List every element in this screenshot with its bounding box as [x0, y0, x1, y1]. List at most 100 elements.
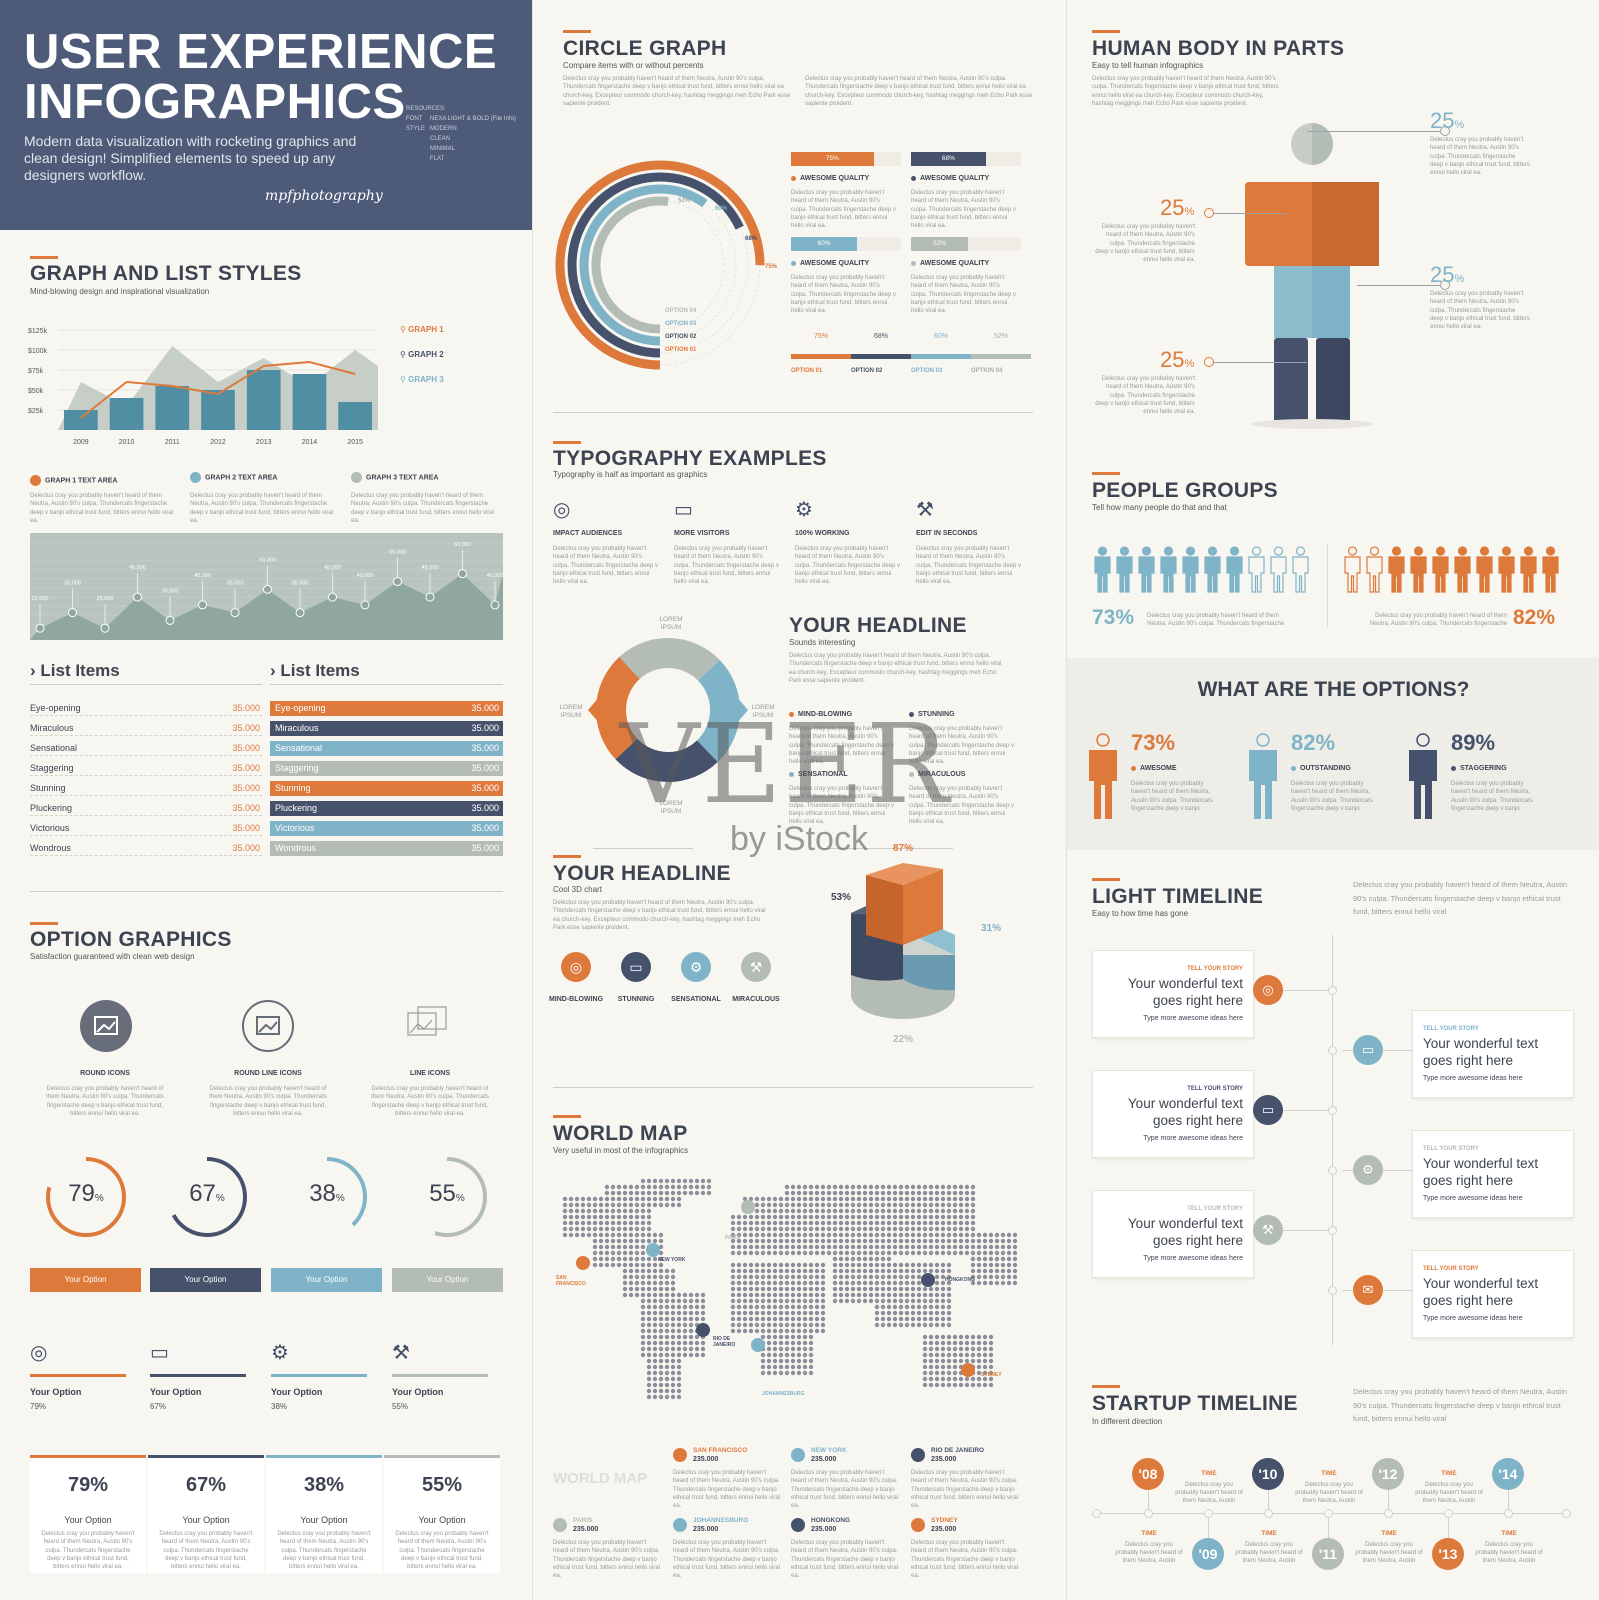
progress-ring [46, 1157, 126, 1237]
x-tick-label: 2015 [347, 439, 363, 446]
y-tick-label: $25k [28, 408, 44, 415]
area-chart: 25,000 35,000 25,000 45,000 30,000 40,000 35,0… [30, 533, 503, 640]
quality-title-text: AWESOME QUALITY [920, 175, 990, 182]
data-point [230, 608, 240, 618]
ring-suffix: % [94, 1193, 104, 1204]
hero-title-line2: INFOGRAPHICS [24, 75, 406, 129]
segment-value: 68% [873, 333, 888, 340]
list-bar-item: Pluckering 35.000 [270, 801, 503, 816]
city-dot [911, 1448, 925, 1462]
option-underline [30, 1374, 126, 1377]
city-marker [921, 1273, 935, 1287]
list-item-value: 35.000 [232, 803, 260, 813]
city-name: SAN FRANCISCO [693, 1447, 748, 1454]
startup-year: '14 [1492, 1458, 1524, 1490]
x-tick-label: 2009 [73, 439, 89, 446]
headline-bullet-desc: Delectus cray you probably haven't heard… [909, 786, 1014, 826]
option-desc: Delectus cray you probably haven't heard… [1451, 781, 1533, 812]
list-item: Pluckering 35.000 [30, 801, 262, 816]
options-title: WHAT ARE THE OPTIONS? [1197, 678, 1470, 701]
map-city-label: NEW YORK [658, 1257, 686, 1263]
list-item-label: Pluckering [30, 803, 73, 813]
list-item-value: 35.000 [471, 823, 499, 833]
headline2-title: YOUR HEADLINE [553, 862, 731, 885]
quality-bar-fill: 68% [911, 152, 986, 166]
city-name: HONGKONG [811, 1517, 850, 1524]
typography-item-title: 100% WORKING [795, 530, 850, 537]
option-name: OUTSTANDING [1291, 765, 1351, 772]
map-city-label: HONGKONG [945, 1277, 975, 1283]
callout-line [1357, 285, 1440, 286]
data-point [263, 584, 272, 594]
startup-node [1444, 1509, 1453, 1518]
hero-header: USER EXPERIENCE INFOGRAPHICS Modern data… [0, 0, 532, 230]
timeline-card: TELL YOUR STORY Your wonderful text goes … [1092, 1070, 1254, 1158]
data-point [393, 577, 402, 587]
startup-time-label: TIME [1321, 1470, 1337, 1477]
headline2-icon-label: MIRACULOUS [732, 996, 780, 1003]
typography-subtitle: Typography is half as important as graph… [553, 470, 708, 479]
timeline-card-text: Your wonderful text goes right here [1127, 1096, 1243, 1128]
circle-graph-ring [591, 196, 729, 334]
option-card [148, 1455, 264, 1573]
quality-text: Delectus cray you probably haven't heard… [911, 275, 1016, 315]
list-bar-item: Victorious 35.000 [270, 821, 503, 836]
list-heading-right: › List Items [270, 661, 360, 680]
city-value: 235.000 [811, 1526, 837, 1533]
your-option-button[interactable]: Your Option [392, 1268, 503, 1292]
option-name: STAGGERING [1451, 765, 1507, 772]
startup-year: '12 [1372, 1458, 1404, 1490]
timeline-node [1328, 1046, 1337, 1055]
gear-icon: ⚙ [681, 952, 711, 982]
headline2-icon-label: MIND-BLOWING [548, 996, 604, 1003]
data-label: 35,000 [64, 581, 81, 587]
headline-bullet: MIRACULOUS [909, 771, 965, 778]
option-card-label: Your Option [300, 1515, 348, 1525]
option-card-text: Delectus cray you probably haven't heard… [41, 1531, 135, 1571]
resources-block: RESOURCES: FONT NEXA LIGHT & BOLD (File I… [406, 106, 516, 162]
area-fill [30, 573, 503, 640]
progress-ring [407, 1157, 487, 1237]
timeline-card-small: Type more awesome ideas here [1143, 1255, 1243, 1262]
list-item-value: 35.000 [232, 763, 260, 773]
option-card [266, 1455, 382, 1573]
city-dot [911, 1518, 925, 1532]
list-bar-item: Miraculous 35.000 [270, 721, 503, 736]
quality-bar-fill: 52% [911, 237, 969, 251]
image-icon: ▭ [1353, 1035, 1383, 1065]
startup-node [1264, 1509, 1273, 1518]
option-pct: 73% [1131, 730, 1176, 755]
circle-graph: 75% 68% 60% 52% OPTION 04 OPTION 03 OPTION 02 O… [555, 160, 778, 370]
city-dot [553, 1518, 567, 1532]
startup-time-text: Delectus cray you probably haven't heard… [1355, 1542, 1423, 1564]
callout-line [1307, 131, 1440, 132]
quality-bar-fill: 75% [791, 152, 874, 166]
startup-node [1562, 1509, 1571, 1518]
startup-node [1144, 1509, 1153, 1518]
headline1-subtitle: Sounds interesting [789, 638, 856, 647]
list-item-label: Eye-opening [30, 703, 81, 713]
headline-bullet-text: MIRACULOUS [918, 771, 966, 778]
human-body-title: HUMAN BODY IN PARTS [1092, 37, 1345, 60]
bar-graph-3 [246, 370, 281, 430]
your-option-button[interactable]: Your Option [150, 1268, 261, 1292]
startup-node [1324, 1509, 1333, 1518]
list-item-value: 35.000 [471, 843, 499, 853]
globe-icon: ◎ [553, 499, 571, 521]
data-point [198, 600, 207, 610]
your-option-button[interactable]: Your Option [271, 1268, 382, 1292]
your-option-button[interactable]: Your Option [30, 1268, 141, 1292]
tools-icon: ⚒ [741, 952, 771, 982]
headline-bullet: STUNNING [909, 711, 955, 718]
callout-number: 25 [1430, 262, 1455, 287]
timeline-card: TELL YOUR STORY Your wonderful text goes … [1412, 1250, 1574, 1338]
progress-ring-value: 38% [285, 1180, 369, 1208]
list-item-value: 35.000 [232, 723, 260, 733]
city-name: PARIS [573, 1517, 593, 1524]
person-icon [1182, 546, 1199, 593]
timeline-card-kicker: TELL YOUR STORY [1423, 1026, 1479, 1032]
startup-year: '13 [1432, 1538, 1464, 1570]
data-label: 40,000 [487, 573, 503, 579]
headline2-icon-label: STUNNING [617, 996, 655, 1003]
city-value: 235.000 [693, 1526, 719, 1533]
